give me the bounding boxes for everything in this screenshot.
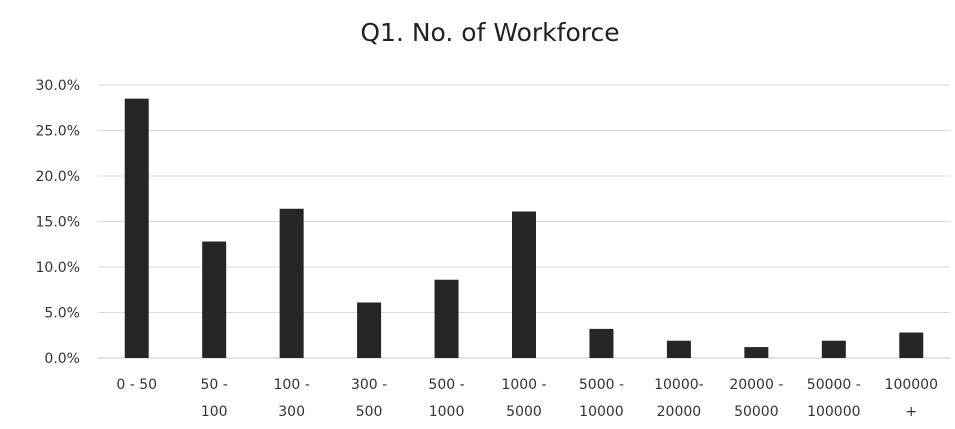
x-tick-label: 20000 - — [729, 377, 783, 393]
bar — [357, 302, 382, 358]
x-tick-label: 300 — [278, 404, 305, 420]
x-tick-label: 5000 - — [579, 377, 624, 393]
chart-title: Q1. No. of Workforce — [360, 18, 619, 47]
bar — [434, 279, 459, 358]
x-tick-label: 1000 — [429, 404, 465, 420]
bar — [666, 340, 691, 358]
y-tick-label: 0.0% — [44, 351, 80, 367]
x-tick-label: 100000 — [885, 377, 938, 393]
bar — [821, 340, 846, 358]
x-tick-label: 0 - 50 — [116, 377, 157, 393]
x-tick-label: 10000- — [654, 377, 704, 393]
y-tick-label: 25.0% — [36, 124, 80, 140]
y-tick-label: 5.0% — [44, 306, 80, 322]
x-tick-label: 100000 — [807, 404, 860, 420]
y-axis-ticks: 0.0% 5.0% 10.0% 15.0% 20.0% 25.0% 30.0% — [36, 78, 80, 367]
x-tick-label: 10000 — [579, 404, 624, 420]
x-tick-label: 500 — [356, 404, 383, 420]
x-axis-ticks: 0 - 50 50 - 100 100 - 300 300 - 500 500 - 1000 10… — [116, 377, 938, 420]
x-tick-label: + — [905, 404, 917, 420]
x-tick-label: 100 — [201, 404, 228, 420]
x-tick-label: 100 - — [274, 377, 310, 393]
x-tick-label: 500 - — [428, 377, 464, 393]
y-tick-label: 30.0% — [36, 78, 80, 94]
x-tick-label: 50000 - — [807, 377, 861, 393]
bars — [124, 98, 924, 359]
x-tick-label: 20000 — [657, 404, 702, 420]
y-tick-label: 20.0% — [36, 169, 80, 185]
y-tick-label: 15.0% — [36, 215, 80, 231]
bar — [124, 98, 149, 359]
x-tick-label: 50000 — [734, 404, 779, 420]
x-tick-label: 1000 - — [501, 377, 546, 393]
x-tick-label: 5000 — [506, 404, 542, 420]
bar — [202, 241, 227, 358]
bar — [899, 332, 924, 358]
bar — [589, 328, 614, 358]
bar — [512, 211, 536, 358]
x-tick-label: 300 - — [351, 377, 387, 393]
bar — [279, 208, 304, 358]
bar — [744, 347, 769, 358]
y-tick-label: 10.0% — [36, 260, 80, 276]
x-tick-label: 50 - — [201, 377, 228, 393]
